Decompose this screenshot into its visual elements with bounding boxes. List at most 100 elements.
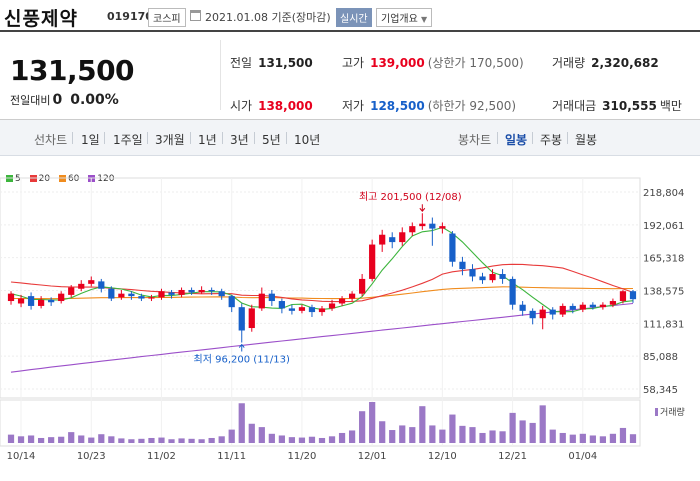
candle-body (569, 305, 576, 310)
candle-body (148, 297, 155, 299)
x-tick-label: 11/11 (217, 451, 246, 462)
period-1d[interactable]: 1일 (81, 133, 100, 147)
period-10y[interactable]: 10년 (294, 133, 321, 147)
volume-bar (328, 436, 336, 443)
volume-bar (338, 432, 346, 443)
volume-bar (359, 411, 366, 443)
line-chart-label: 선차트 (34, 133, 68, 147)
prev-label: 전일 (230, 56, 253, 70)
change-line: 전일대비 0 0.00% (10, 92, 119, 108)
divider (497, 132, 498, 144)
candle-daily[interactable]: 일봉 (505, 133, 528, 147)
y-tick-label: 192,061 (643, 221, 684, 232)
volume-bar (178, 438, 185, 443)
prev-close: 전일 131,500 (230, 54, 313, 71)
volume-bar (27, 435, 35, 443)
volume-bar (148, 437, 155, 443)
divider (147, 132, 148, 144)
lower-limit: (하한가 92,500) (427, 99, 517, 113)
candle-body (228, 296, 235, 308)
candle-body (338, 298, 346, 304)
volume-bar (118, 438, 125, 443)
volume-bar (519, 420, 526, 443)
candle-body (27, 296, 35, 306)
candlestick-chart[interactable]: 218,804 192,061 165,318 138,575 111,831 85,08… (0, 156, 700, 481)
volume-bar (589, 435, 596, 443)
period-3m[interactable]: 3개월 (155, 133, 185, 147)
candle-body (359, 278, 366, 294)
volume-bar (539, 405, 546, 443)
candle-body (549, 309, 556, 315)
divider (104, 132, 105, 144)
period-1y[interactable]: 1년 (198, 133, 217, 147)
candle-body (429, 223, 436, 229)
x-tick-label: 01/04 (568, 451, 597, 462)
period-5y[interactable]: 5년 (262, 133, 281, 147)
candle-body (599, 304, 606, 308)
upper-limit: (상한가 170,500) (427, 56, 524, 70)
candle-body (158, 291, 165, 298)
volume-legend-label: 거래량 (660, 406, 685, 418)
low-price: 저가 128,500 (하한가 92,500) (342, 97, 516, 114)
ma120-line (10, 302, 634, 373)
volume-bar (58, 436, 65, 443)
ma60-line (11, 286, 634, 300)
volume-bar (569, 434, 576, 443)
candle-body (449, 233, 456, 262)
x-tick-label: 12/10 (428, 451, 457, 462)
chevron-down-icon: ▼ (421, 15, 428, 24)
x-tick-label: 12/21 (498, 451, 527, 462)
divider (286, 132, 287, 144)
volume-bar (258, 427, 265, 443)
candle-body (328, 303, 336, 309)
divider (567, 132, 568, 144)
divider (72, 132, 73, 144)
candle-weekly[interactable]: 주봉 (540, 133, 563, 147)
volume-bar (68, 432, 75, 443)
candle-body (218, 291, 225, 297)
candle-body (238, 307, 245, 331)
period-3y[interactable]: 3년 (230, 133, 249, 147)
volume-bar (88, 437, 95, 443)
candle-body (78, 283, 85, 289)
period-1w[interactable]: 1주일 (113, 133, 143, 147)
volume-bar (298, 437, 306, 443)
candle-body (609, 301, 617, 305)
volume-bar (599, 436, 606, 443)
stock-code: 019170 (107, 10, 153, 23)
candle-body (168, 292, 175, 295)
current-price: 131,500 (10, 54, 135, 87)
candle-body (308, 307, 316, 313)
realtime-button[interactable]: 실시간 (336, 8, 372, 27)
calendar-icon (190, 10, 201, 21)
candle-body (208, 289, 215, 292)
volume-bar (579, 433, 586, 443)
volume-bar (318, 437, 326, 443)
volume-bar (629, 434, 637, 443)
change-label: 전일대비 (10, 94, 51, 107)
volume-bar (439, 429, 446, 443)
amount-value: 310,555 (602, 99, 657, 113)
candle-body (348, 293, 356, 299)
candle-body (539, 309, 546, 319)
volume-bar (459, 425, 466, 443)
candle-body (399, 232, 406, 243)
divider (222, 132, 223, 144)
low-value: 128,500 (370, 99, 425, 113)
candle-body (469, 269, 476, 277)
candle-body (499, 274, 506, 279)
x-tick-label: 10/23 (77, 451, 106, 462)
change-value: 0 (52, 92, 63, 108)
volume-bar (278, 435, 285, 443)
amount-label: 거래대금 (552, 99, 597, 113)
volume-bar (128, 439, 135, 443)
x-tick-label: 10/14 (7, 451, 36, 462)
min-arrow-icon (238, 343, 245, 352)
y-tick-label: 58,345 (643, 385, 678, 396)
legend-ma60-label: 60 (67, 174, 80, 184)
company-info-button[interactable]: 기업개요 ▼ (376, 8, 433, 27)
volume-bar (348, 430, 356, 443)
candle-monthly[interactable]: 월봉 (575, 133, 598, 147)
candle-body (58, 293, 65, 302)
candle-body (128, 293, 135, 297)
